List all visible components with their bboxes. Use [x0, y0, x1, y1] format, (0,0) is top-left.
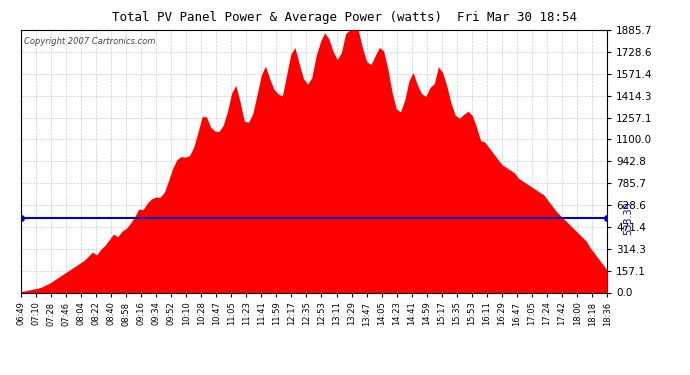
- Text: Copyright 2007 Cartronics.com: Copyright 2007 Cartronics.com: [23, 37, 155, 46]
- Text: 533.39: 533.39: [623, 201, 633, 235]
- Text: Total PV Panel Power & Average Power (watts)  Fri Mar 30 18:54: Total PV Panel Power & Average Power (wa…: [112, 11, 578, 24]
